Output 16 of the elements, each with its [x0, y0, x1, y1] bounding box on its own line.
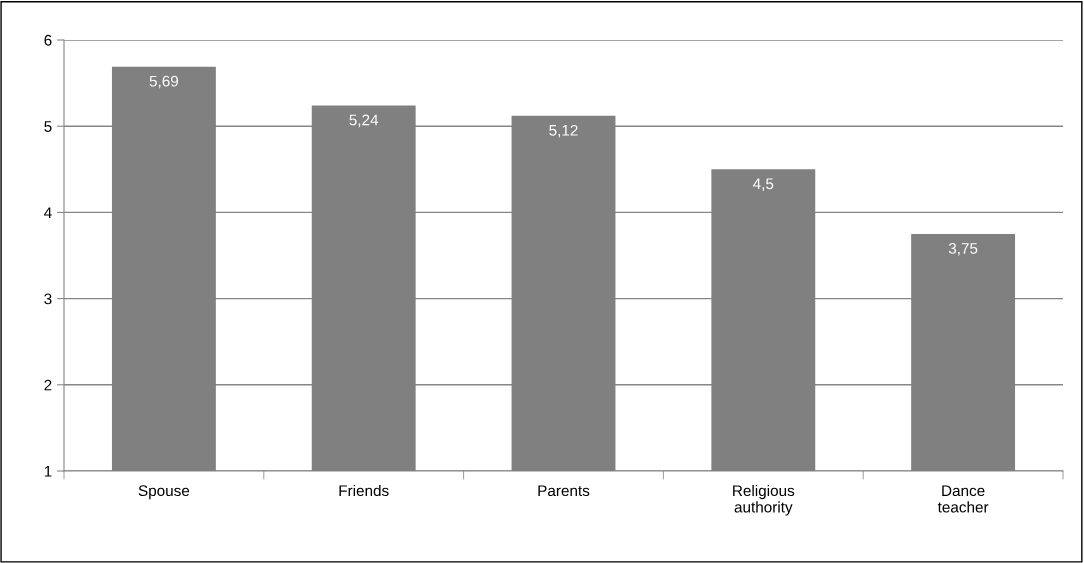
x-tick-label: Religious authority	[733, 484, 795, 516]
data-label: 3,75	[948, 242, 978, 256]
y-tick-label: 5	[44, 121, 52, 132]
y-tick-label: 1	[44, 466, 52, 477]
data-label: 5,69	[149, 75, 179, 89]
data-label: 5,24	[349, 114, 379, 128]
y-tick-label: 6	[44, 34, 52, 46]
x-tick-label: Dance teacher	[937, 485, 989, 513]
x-tick-label: Spouse	[138, 485, 190, 500]
y-tick-label: 2	[44, 379, 52, 391]
y-tick-label: 4	[44, 207, 52, 218]
x-tick-label: Parents	[538, 485, 590, 497]
data-label: 4,5	[753, 178, 774, 191]
x-tick-label: Friends	[339, 484, 389, 497]
y-tick-label: 3	[44, 293, 52, 305]
data-label: 5,12	[549, 124, 578, 138]
